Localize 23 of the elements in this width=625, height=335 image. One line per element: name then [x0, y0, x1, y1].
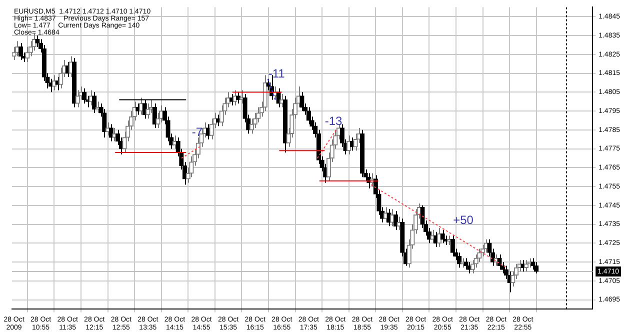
candlestick — [146, 102, 150, 120]
series-label: +50 — [453, 212, 474, 227]
candlestick — [236, 92, 241, 104]
candlestick — [450, 235, 455, 257]
candlestick — [464, 258, 468, 270]
candlestick — [497, 254, 502, 270]
candlestick — [18, 42, 24, 61]
candlestick — [105, 122, 110, 136]
candlestick — [75, 90, 80, 108]
candlestick — [55, 76, 60, 91]
candlestick — [396, 216, 402, 230]
candlestick — [300, 92, 304, 112]
series-label: -11 — [268, 66, 286, 81]
series-label: -13 — [324, 114, 343, 128]
candlestick — [88, 90, 94, 106]
candlestick — [534, 262, 539, 274]
candlestick — [92, 92, 97, 114]
series-label: -7 — [192, 125, 203, 140]
candlestick — [108, 124, 114, 142]
candlestick — [530, 258, 536, 270]
candlestick — [82, 88, 87, 104]
candlestick — [524, 260, 529, 272]
candlestick — [457, 252, 462, 268]
